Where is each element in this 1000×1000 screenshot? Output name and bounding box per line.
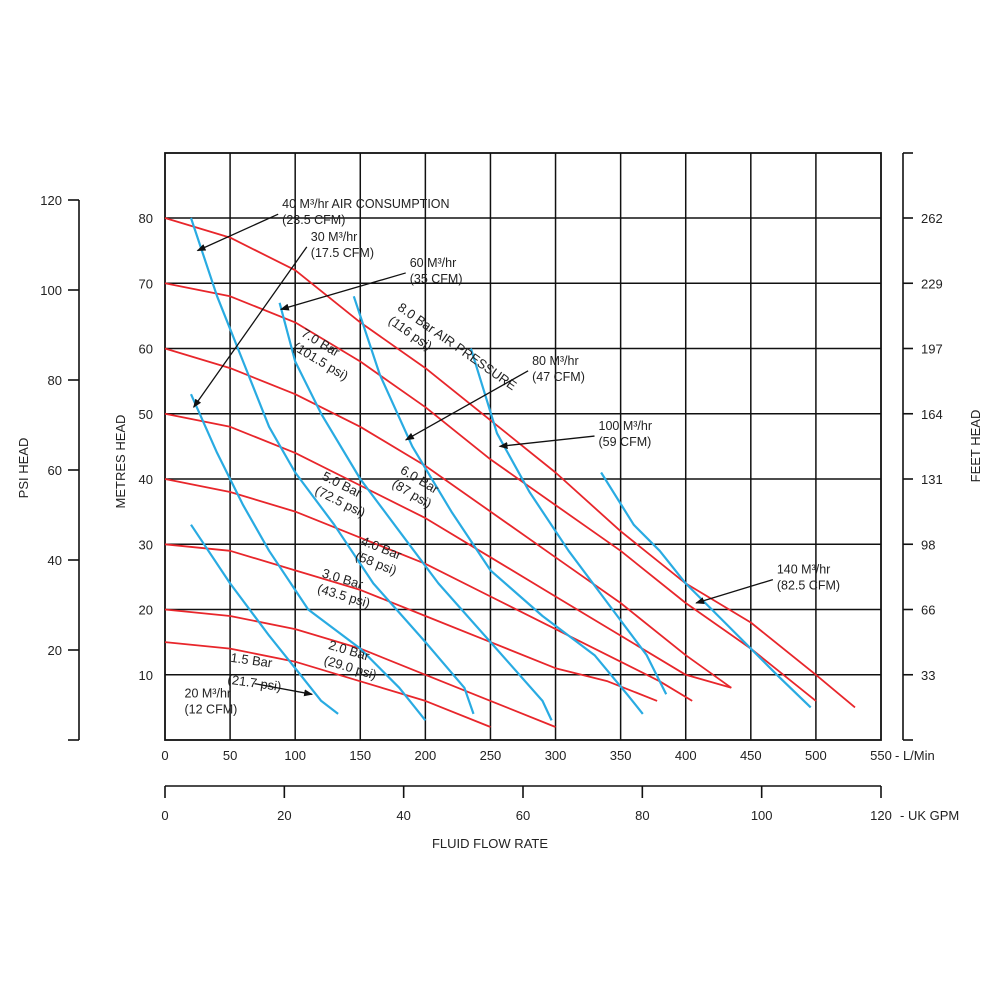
x2-tick-label: 40 — [396, 808, 410, 823]
annotation-arrow — [498, 435, 595, 449]
air-consumption-curve — [278, 302, 553, 721]
psi-tick-label: 100 — [40, 283, 62, 298]
air-annotation-label: 100 M³/hr — [599, 419, 653, 433]
x-tick-label: 150 — [349, 748, 371, 763]
air-annotation-label: (47 CFM) — [532, 370, 585, 384]
feet-tick-label: 262 — [921, 211, 943, 226]
air-consumption-curve — [189, 393, 427, 722]
y-tick-label: 20 — [139, 603, 153, 618]
annotation-arrow — [193, 246, 308, 409]
psi-tick-label: 120 — [40, 193, 62, 208]
y-tick-label: 50 — [139, 407, 153, 422]
air-consumption-curves — [189, 217, 812, 722]
axes: 0 50 100 150 200 250 300 350 400 450 500 550- L/Min… — [16, 152, 983, 851]
x-tick-label: 400 — [675, 748, 697, 763]
pressure-label: 1.5 Bar — [230, 650, 274, 671]
x-tick-label: 50 — [223, 748, 237, 763]
x2-tick-label: 20 — [277, 808, 291, 823]
pressure-curve — [164, 543, 658, 702]
pressure-curve — [164, 217, 856, 709]
annotation-arrow — [404, 370, 529, 441]
x-axis-title: FLUID FLOW RATE — [432, 836, 548, 851]
air-annotation-label: 60 M³/hr — [410, 256, 457, 270]
air-annotation-label: 140 M³/hr — [777, 563, 831, 577]
plot-frame — [164, 152, 882, 741]
air-annotation-label: (17.5 CFM) — [311, 246, 374, 260]
x2-tick-label: 100 — [751, 808, 773, 823]
x-tick-label: 200 — [415, 748, 437, 763]
feet-tick-label: 229 — [921, 276, 943, 291]
air-annotation-label: (35 CFM) — [410, 272, 463, 286]
y-tick-label: 40 — [139, 472, 153, 487]
y-tick-label: 10 — [139, 668, 153, 683]
pressure-curve — [164, 347, 732, 689]
y-tick-label: 60 — [139, 342, 153, 357]
feet-tick-label: 197 — [921, 342, 943, 357]
x2-tick-label: 0 — [161, 808, 168, 823]
x2-tick-label: 80 — [635, 808, 649, 823]
pressure-curve — [164, 412, 732, 689]
feet-tick-label: 33 — [921, 668, 935, 683]
annotation-arrow — [695, 578, 774, 604]
x-tick-label: 300 — [545, 748, 567, 763]
feet-tick-label: 164 — [921, 407, 943, 422]
x2-tick-label: 120 — [870, 808, 892, 823]
pressure-curve — [164, 478, 693, 702]
y-tick-label: 70 — [139, 276, 153, 291]
air-consumption-curve — [189, 217, 475, 715]
pressure-label-group: 2.0 Bar(29.0 psi) — [322, 637, 378, 682]
feet-tick-label: 66 — [921, 603, 935, 618]
air-consumption-curve — [600, 471, 812, 709]
pressure-curves — [164, 217, 856, 728]
x-tick-label: 350 — [610, 748, 632, 763]
x-tick-label: 500 — [805, 748, 827, 763]
annotation-arrow — [254, 682, 314, 697]
x-tick-label: 550 — [870, 748, 892, 763]
annotation-arrow — [279, 272, 406, 311]
air-consumption-curve — [352, 295, 644, 715]
air-annotation-label: (23.5 CFM) — [282, 213, 345, 227]
x-tick-label: 450 — [740, 748, 762, 763]
air-annotation-label: (12 CFM) — [185, 703, 238, 717]
pressure-label-group: 1.5 Bar(21.7 psi) — [227, 650, 283, 694]
x-tick-label: 250 — [480, 748, 502, 763]
y-axis-title: METRES HEAD — [113, 415, 128, 509]
air-annotation-label: 40 M³/hr AIR CONSUMPTION — [282, 197, 449, 211]
air-annotation-label: (59 CFM) — [599, 435, 652, 449]
x2-tick-label: 60 — [516, 808, 530, 823]
pressure-label: (21.7 psi) — [227, 672, 283, 694]
psi-tick-label: 60 — [48, 463, 62, 478]
air-annotation-label: (82.5 CFM) — [777, 579, 840, 593]
annotation-arrow — [196, 213, 279, 252]
x-tick-label: 0 — [161, 748, 168, 763]
feet-tick-label: 131 — [921, 472, 943, 487]
pressure-label-group: 5.0 Bar(72.5 psi) — [313, 468, 368, 520]
psi-axis-title: PSI HEAD — [16, 438, 31, 499]
x-tick-label: 100 — [284, 748, 306, 763]
feet-tick-label: 98 — [921, 537, 935, 552]
air-consumption-curve — [469, 348, 668, 695]
air-annotation-label: 30 M³/hr — [311, 230, 358, 244]
x2-unit-label: - UK GPM — [900, 808, 959, 823]
pressure-curve — [164, 282, 817, 702]
psi-tick-label: 80 — [48, 373, 62, 388]
air-annotation-label: 80 M³/hr — [532, 354, 579, 368]
pressure-curve — [164, 641, 491, 728]
plot-border — [164, 152, 882, 741]
pressure-label: 8.0 Bar AIR PRESSURE — [395, 300, 520, 394]
feet-axis-title: FEET HEAD — [968, 410, 983, 483]
x-unit-label: - L/Min — [895, 748, 935, 763]
y-tick-label: 80 — [139, 211, 153, 226]
air-annotation-label: 20 M³/hr — [185, 687, 232, 701]
psi-tick-label: 40 — [48, 553, 62, 568]
y-tick-label: 30 — [139, 537, 153, 552]
psi-tick-label: 20 — [48, 643, 62, 658]
air-consumption-curve — [190, 524, 339, 715]
pressure-label-group: 3.0 Bar(43.5 psi) — [316, 565, 372, 610]
